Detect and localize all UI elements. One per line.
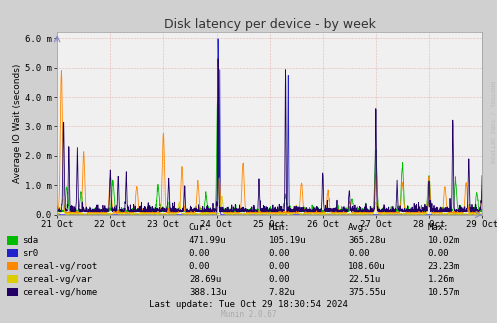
Text: 0.00: 0.00 — [268, 275, 290, 284]
Text: 0.00: 0.00 — [268, 249, 290, 258]
Text: 10.57m: 10.57m — [427, 288, 460, 297]
Text: cereal-vg/var: cereal-vg/var — [22, 275, 92, 284]
Text: Cur:: Cur: — [189, 223, 210, 232]
Text: 0.00: 0.00 — [268, 262, 290, 271]
Text: Max:: Max: — [427, 223, 449, 232]
Text: 23.23m: 23.23m — [427, 262, 460, 271]
Text: 22.51u: 22.51u — [348, 275, 380, 284]
Text: 108.60u: 108.60u — [348, 262, 386, 271]
Text: sr0: sr0 — [22, 249, 38, 258]
Text: 365.28u: 365.28u — [348, 236, 386, 245]
Text: Min:: Min: — [268, 223, 290, 232]
Text: Last update: Tue Oct 29 18:30:54 2024: Last update: Tue Oct 29 18:30:54 2024 — [149, 300, 348, 309]
Y-axis label: Average IO Wait (seconds): Average IO Wait (seconds) — [13, 64, 22, 183]
Text: 7.82u: 7.82u — [268, 288, 295, 297]
Text: 1.26m: 1.26m — [427, 275, 454, 284]
Text: RRDTOOL / TOBI OETIKER: RRDTOOL / TOBI OETIKER — [490, 81, 495, 164]
Text: Avg:: Avg: — [348, 223, 369, 232]
Text: 375.55u: 375.55u — [348, 288, 386, 297]
Text: cereal-vg/home: cereal-vg/home — [22, 288, 97, 297]
Text: 471.99u: 471.99u — [189, 236, 227, 245]
Text: Munin 2.0.67: Munin 2.0.67 — [221, 310, 276, 319]
Text: sda: sda — [22, 236, 38, 245]
Text: 105.19u: 105.19u — [268, 236, 306, 245]
Text: 10.02m: 10.02m — [427, 236, 460, 245]
Text: 0.00: 0.00 — [427, 249, 449, 258]
Text: cereal-vg/root: cereal-vg/root — [22, 262, 97, 271]
Text: 28.69u: 28.69u — [189, 275, 221, 284]
Title: Disk latency per device - by week: Disk latency per device - by week — [164, 18, 376, 31]
Text: 0.00: 0.00 — [348, 249, 369, 258]
Text: 388.13u: 388.13u — [189, 288, 227, 297]
Text: 0.00: 0.00 — [189, 262, 210, 271]
Text: 0.00: 0.00 — [189, 249, 210, 258]
